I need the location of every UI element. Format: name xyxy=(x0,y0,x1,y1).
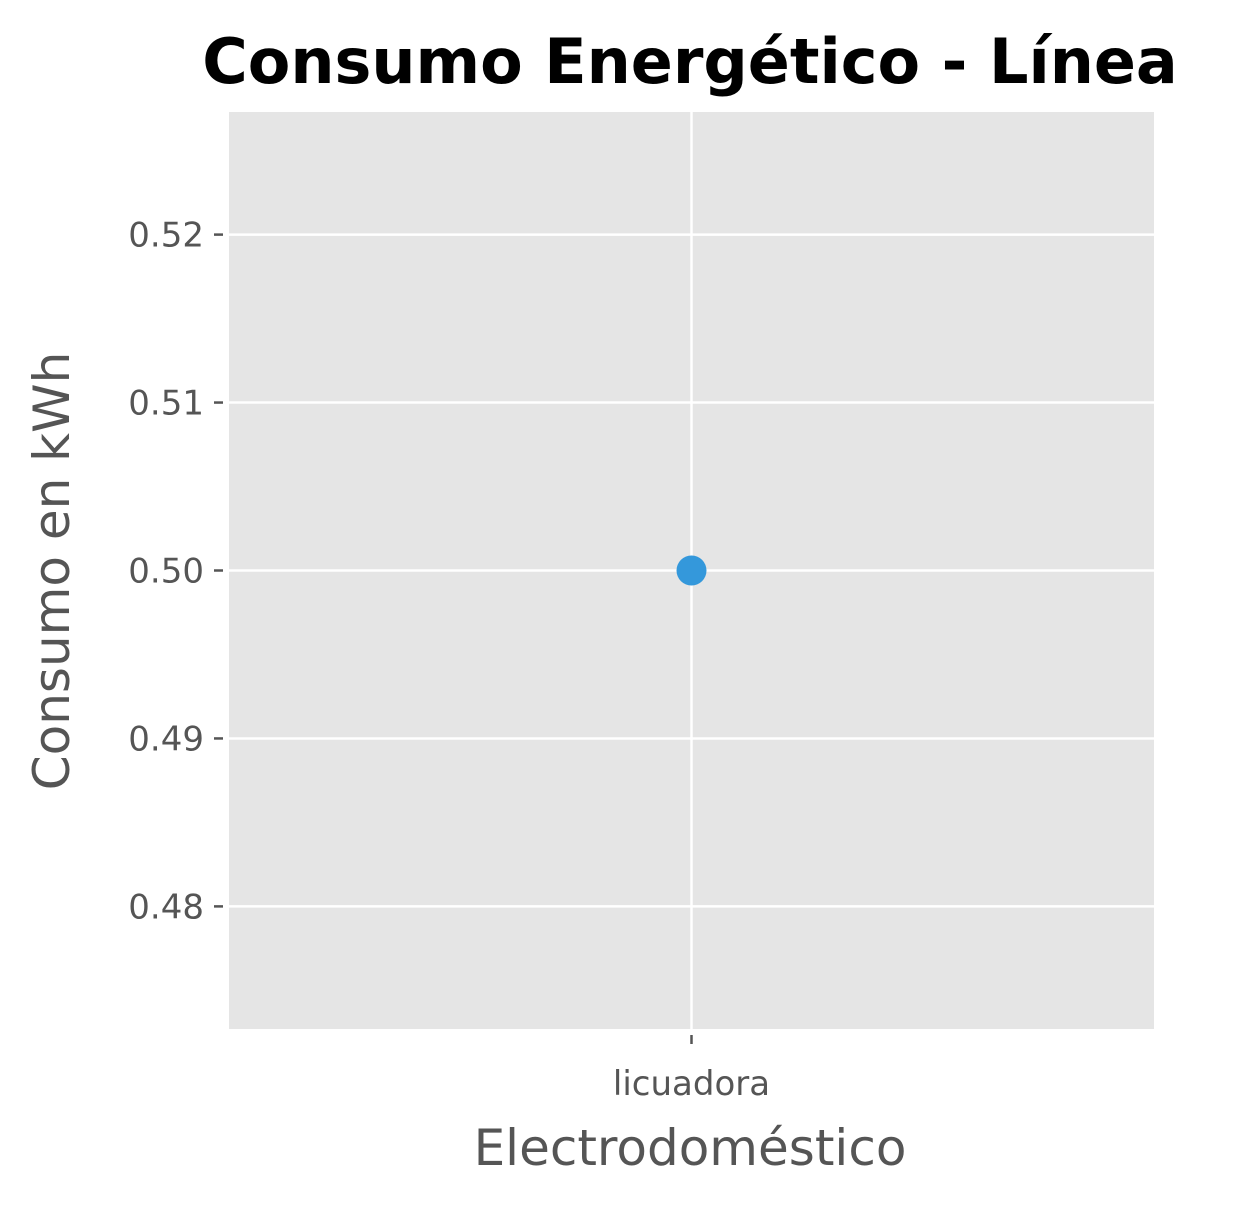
y-tick-label: 0.49 xyxy=(128,719,204,759)
ticks-layer: 0.48 0.49 0.50 0.51 0.52 licuadora xyxy=(128,216,770,1104)
y-tick-label: 0.50 xyxy=(128,552,204,592)
marks-layer xyxy=(676,555,707,586)
chart-title: Consumo Energético - Línea xyxy=(202,25,1178,98)
data-point xyxy=(676,555,707,586)
y-tick-label: 0.52 xyxy=(128,216,204,256)
y-tick-label: 0.51 xyxy=(128,384,204,424)
x-axis-label: Electrodoméstico xyxy=(474,1119,907,1177)
y-tick-label: 0.48 xyxy=(128,887,204,927)
x-tick-label: licuadora xyxy=(613,1064,770,1104)
y-axis-label: Consumo en kWh xyxy=(23,352,81,791)
